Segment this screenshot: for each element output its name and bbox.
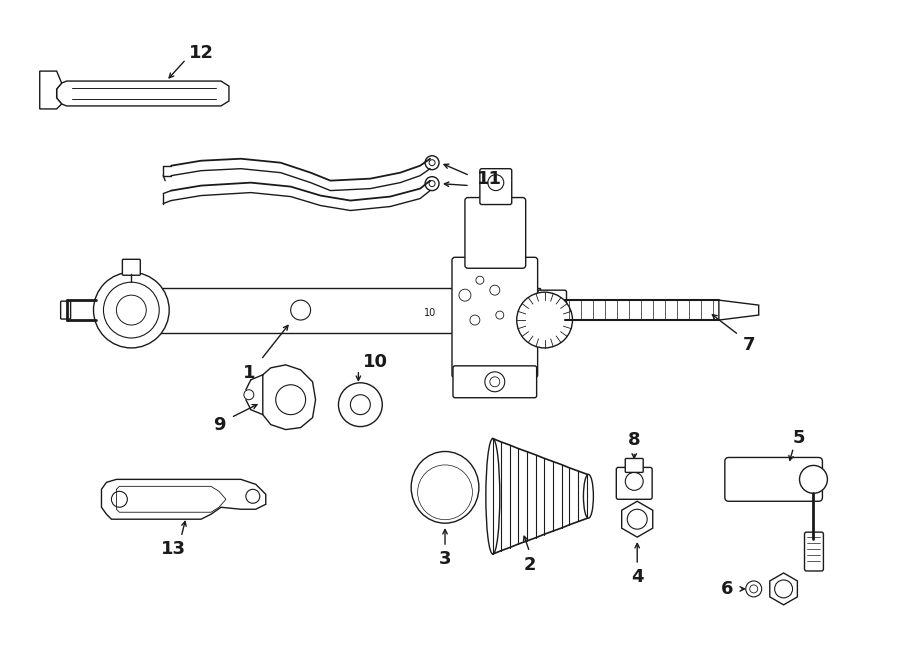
Polygon shape [57, 81, 229, 106]
Text: 8: 8 [628, 430, 641, 449]
FancyBboxPatch shape [480, 169, 512, 204]
Circle shape [246, 489, 260, 503]
FancyBboxPatch shape [616, 467, 652, 499]
Circle shape [429, 180, 435, 186]
Circle shape [425, 156, 439, 170]
Circle shape [350, 395, 370, 414]
Circle shape [496, 311, 504, 319]
Text: 3: 3 [439, 550, 451, 568]
Circle shape [488, 175, 504, 190]
Ellipse shape [583, 475, 593, 518]
Circle shape [112, 491, 128, 507]
Polygon shape [102, 479, 266, 519]
Circle shape [490, 285, 500, 295]
Text: 11: 11 [477, 170, 502, 188]
Text: 6: 6 [721, 580, 734, 598]
Text: 9: 9 [212, 416, 225, 434]
Text: 10: 10 [424, 308, 436, 318]
Circle shape [517, 292, 572, 348]
Text: 1: 1 [243, 364, 255, 382]
Text: 10: 10 [363, 353, 388, 371]
Circle shape [94, 272, 169, 348]
FancyBboxPatch shape [60, 301, 70, 319]
Circle shape [275, 385, 306, 414]
Circle shape [746, 581, 761, 597]
Circle shape [476, 276, 484, 284]
Text: 13: 13 [161, 540, 185, 558]
Text: 12: 12 [189, 44, 213, 62]
FancyBboxPatch shape [452, 257, 537, 378]
Ellipse shape [418, 465, 472, 520]
Circle shape [104, 282, 159, 338]
Circle shape [626, 473, 644, 490]
Circle shape [470, 315, 480, 325]
Ellipse shape [411, 451, 479, 524]
FancyBboxPatch shape [465, 198, 526, 268]
Circle shape [627, 509, 647, 529]
FancyBboxPatch shape [141, 288, 540, 333]
FancyBboxPatch shape [805, 532, 824, 571]
Polygon shape [40, 71, 61, 109]
FancyBboxPatch shape [122, 259, 140, 275]
Circle shape [291, 300, 310, 320]
Text: 5: 5 [792, 428, 805, 447]
Circle shape [490, 377, 500, 387]
Circle shape [244, 390, 254, 400]
Circle shape [425, 176, 439, 190]
Polygon shape [770, 573, 797, 605]
Circle shape [116, 295, 147, 325]
Circle shape [429, 160, 435, 166]
Text: 7: 7 [742, 336, 755, 354]
Circle shape [338, 383, 382, 426]
Polygon shape [622, 501, 652, 537]
Polygon shape [719, 300, 759, 320]
Circle shape [750, 585, 758, 593]
Circle shape [459, 289, 471, 301]
FancyBboxPatch shape [626, 459, 644, 473]
FancyBboxPatch shape [724, 457, 823, 501]
Circle shape [485, 372, 505, 392]
FancyBboxPatch shape [453, 366, 536, 398]
Circle shape [799, 465, 827, 493]
Ellipse shape [486, 438, 500, 554]
Circle shape [775, 580, 793, 598]
Text: 2: 2 [524, 556, 536, 574]
Text: 4: 4 [631, 568, 644, 586]
FancyBboxPatch shape [537, 290, 566, 330]
